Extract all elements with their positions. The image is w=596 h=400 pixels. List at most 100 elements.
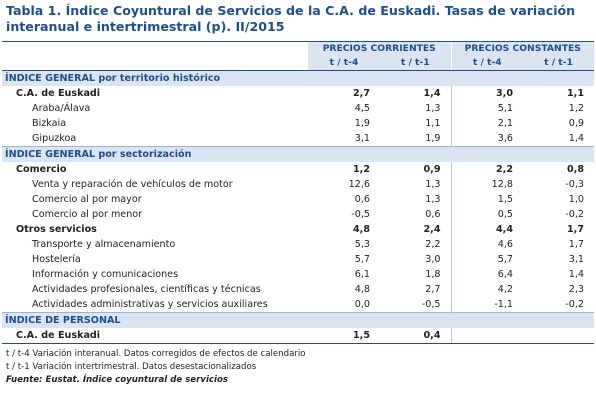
section-title: ÍNDICE GENERAL por territorio histórico [2,70,594,86]
data-table: PRECIOS CORRIENTES PRECIOS CONSTANTES t … [2,41,594,344]
row-value: -0,5 [421,299,441,310]
row-value: 2,7 [353,88,370,99]
row-value: 1,2 [568,103,584,114]
table-row: C.A. de Euskadi 1,5 0,4 [2,328,594,344]
table-row: Información y comunicaciones 6,1 1,8 6,4 1,4 [2,267,594,282]
row-label: Gipuzkoa [32,133,77,144]
header-col-const-intertrimestral: t / t-1 [523,56,594,71]
row-value: 2,3 [568,284,584,295]
row-value: 1,1 [425,118,441,129]
row-value: 1,4 [423,88,441,99]
row-label: Comercio [16,164,67,175]
row-value: 1,3 [425,194,441,205]
row-label: Hostelería [32,254,81,265]
table-row: Comercio al por menor -0,5 0,6 0,5 -0,2 [2,207,594,222]
row-label: C.A. de Euskadi [16,88,101,99]
row-value: 12,6 [348,179,370,190]
table-row: Hostelería 5,7 3,0 5,7 3,1 [2,252,594,267]
row-value: 0,4 [380,328,451,344]
table-row: Actividades administrativas y servicios … [2,297,594,313]
row-value: 1,8 [425,269,441,280]
row-value: -0,3 [565,179,584,190]
row-value: 1,7 [568,239,584,250]
header-precios-constantes: PRECIOS CONSTANTES [450,41,594,56]
row-value: 3,6 [450,131,523,147]
table-row: Gipuzkoa 3,1 1,9 3,6 1,4 [2,131,594,147]
row-value: 1,0 [568,194,584,205]
table-row: Venta y reparación de vehículos de motor… [2,177,594,192]
row-value: 0,0 [354,299,370,310]
row-value: 6,4 [450,267,523,282]
row-value: 4,2 [450,282,523,297]
row-value: 1,3 [425,179,441,190]
section-header: ÍNDICE DE PERSONAL [2,312,594,328]
header-group-row: PRECIOS CORRIENTES PRECIOS CONSTANTES [2,41,594,56]
row-value: 5,7 [450,252,523,267]
row-label: Comercio al por menor [32,209,143,220]
row-value: 0,6 [354,194,370,205]
row-value: 1,3 [425,103,441,114]
row-value: -0,2 [565,299,584,310]
note-interanual: t / t-4 Variación interanual. Datos corr… [6,349,306,359]
row-value: 3,0 [425,254,441,265]
row-value: 3,1 [354,133,370,144]
row-value: 2,1 [450,116,523,131]
row-value: 0,9 [423,164,441,175]
row-value: 0,8 [567,164,584,175]
row-value [450,328,523,344]
table-row: Transporte y almacenamiento 5,3 2,2 4,6 1,7 [2,237,594,252]
row-value: 5,7 [354,254,370,265]
row-label: Otros servicios [16,224,97,235]
row-value: 3,1 [568,254,584,265]
row-label: Actividades profesionales, científicas y… [32,284,261,295]
row-value: 4,4 [450,222,523,237]
row-value: 1,7 [567,224,584,235]
row-value: 6,1 [354,269,370,280]
row-value: 0,6 [425,209,441,220]
header-col-corr-interanual: t / t-4 [308,56,380,71]
row-value: 0,9 [568,118,584,129]
row-value: -1,1 [450,297,523,313]
row-value: 0,5 [450,207,523,222]
row-value: 1,9 [354,118,370,129]
row-value: 2,2 [425,239,441,250]
row-value: 2,7 [425,284,441,295]
section-title: ÍNDICE DE PERSONAL [2,312,594,328]
row-label: Transporte y almacenamiento [32,239,176,250]
table-title: Tabla 1. Índice Coyuntural de Servicios … [6,3,576,34]
row-value: 4,8 [354,284,370,295]
row-value: 1,4 [568,269,584,280]
row-value: 1,4 [568,133,584,144]
header-col-corr-intertrimestral: t / t-1 [380,56,451,71]
section-header: ÍNDICE GENERAL por sectorización [2,146,594,162]
table-row: Araba/Álava 4,5 1,3 5,1 1,2 [2,101,594,116]
note-intertrimestral: t / t-1 Variación intertrimestral. Datos… [6,362,257,372]
section-header: ÍNDICE GENERAL por territorio histórico [2,70,594,86]
section-title: ÍNDICE GENERAL por sectorización [2,146,594,162]
table-row: C.A. de Euskadi 2,7 1,4 3,0 1,1 [2,86,594,101]
row-value: 5,1 [450,101,523,116]
row-value [523,328,594,344]
table-row: Otros servicios 4,8 2,4 4,4 1,7 [2,222,594,237]
row-value: 3,0 [450,86,523,101]
row-label: Araba/Álava [32,103,91,114]
row-value: 1,1 [567,88,584,99]
row-value: 1,5 [308,328,380,344]
row-label: C.A. de Euskadi [2,328,308,344]
header-precios-corrientes: PRECIOS CORRIENTES [308,41,451,56]
row-label: Bizkaia [32,118,67,129]
row-value: 1,5 [450,192,523,207]
row-value: 4,6 [450,237,523,252]
footnotes: t / t-4 Variación interanual. Datos corr… [0,344,596,387]
row-value: -0,5 [351,209,370,220]
row-value: 2,2 [450,162,523,177]
source-note: Fuente: Eustat. Índice coyuntural de ser… [6,375,228,385]
row-value: 1,2 [353,164,370,175]
row-value: 4,8 [353,224,370,235]
row-value: 1,9 [425,133,441,144]
header-column-row: t / t-4 t / t-1 t / t-4 t / t-1 [2,56,594,71]
row-value: 4,5 [354,103,370,114]
row-label: Venta y reparación de vehículos de motor [32,179,233,190]
row-value: 2,4 [423,224,441,235]
table-row: Actividades profesionales, científicas y… [2,282,594,297]
